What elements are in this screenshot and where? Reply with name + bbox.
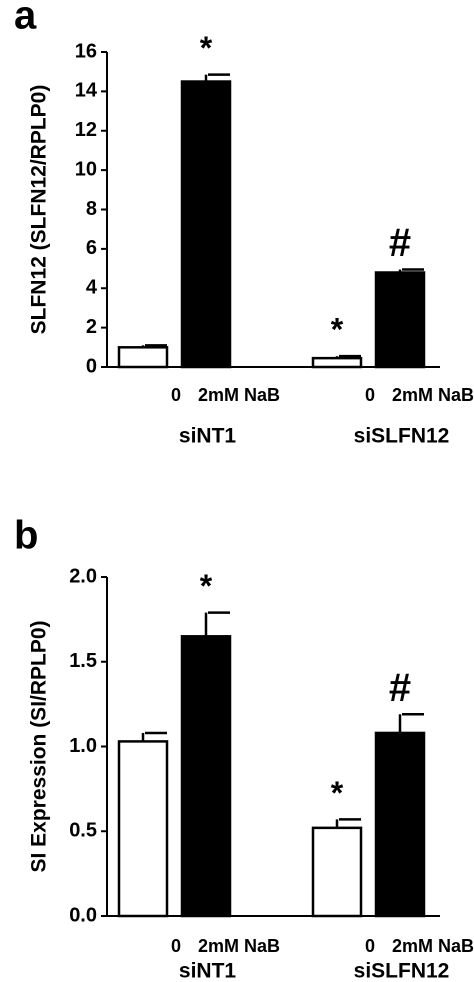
x-tick-label: 2mM NaB	[392, 936, 474, 956]
x-tick-label: 2mM NaB	[392, 385, 474, 405]
bar	[311, 356, 363, 369]
x-tick-label: 2mM NaB	[198, 385, 280, 405]
x-tick-label: 0	[171, 936, 181, 956]
annotation: *	[331, 775, 344, 811]
annotation: *	[331, 312, 344, 348]
y-tick-label: 4	[86, 277, 98, 299]
y-axis-label: SLFN12 (SLFN12/RPLP0)	[28, 85, 51, 335]
y-tick-label: 0.5	[69, 820, 97, 842]
y-tick-label: 0.0	[69, 904, 97, 926]
bar	[374, 271, 426, 369]
y-tick-label: 6	[86, 237, 97, 259]
bar	[374, 731, 426, 918]
bar	[117, 740, 169, 918]
annotation: *	[200, 30, 213, 66]
annotation: #	[389, 221, 411, 265]
group-label: siSLFN12	[354, 960, 450, 982]
panel-label: a	[14, 0, 37, 38]
y-tick-label: 0	[86, 355, 97, 377]
y-tick-label: 1.5	[69, 650, 97, 672]
bar	[311, 826, 363, 918]
x-tick-label: 0	[171, 385, 181, 405]
panel-label: b	[14, 514, 38, 558]
y-tick-label: 2.0	[69, 565, 97, 587]
annotation: *	[200, 568, 213, 604]
bar	[180, 635, 232, 918]
y-axis-label: SI Expression (SI/RPLP0)	[28, 620, 51, 872]
bar	[117, 346, 169, 369]
x-tick-label: 2mM NaB	[198, 936, 280, 956]
y-tick-label: 1.0	[69, 735, 97, 757]
y-tick-label: 8	[86, 198, 97, 220]
x-tick-label: 0	[365, 936, 375, 956]
group-label: siNT1	[179, 960, 237, 982]
bar	[180, 80, 232, 369]
y-tick-label: 12	[75, 119, 97, 141]
y-tick-label: 10	[75, 158, 97, 180]
y-tick-label: 14	[75, 80, 98, 102]
annotation: #	[389, 666, 411, 710]
x-tick-label: 0	[365, 385, 375, 405]
group-label: siSLFN12	[354, 425, 450, 448]
y-tick-label: 2	[86, 316, 97, 338]
group-label: siNT1	[179, 425, 237, 448]
y-tick-label: 16	[75, 40, 97, 62]
